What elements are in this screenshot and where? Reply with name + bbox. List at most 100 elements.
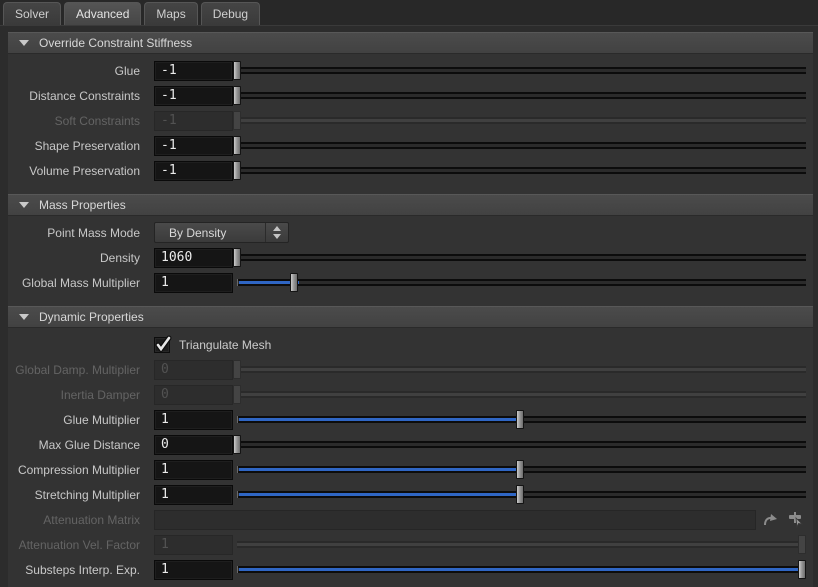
collapse-triangle-icon[interactable] xyxy=(19,314,29,320)
slider[interactable] xyxy=(233,457,806,482)
slider[interactable] xyxy=(233,245,806,270)
checkmark-icon xyxy=(155,335,172,353)
value-field[interactable]: 1 xyxy=(154,409,233,430)
field-value: 1 xyxy=(161,275,169,290)
field-value: -1 xyxy=(161,138,177,153)
slider-track xyxy=(237,142,806,149)
up-down-arrows-icon[interactable] xyxy=(265,223,288,242)
param-row-substeps-interp-exp: Substeps Interp. Exp. 1 xyxy=(8,557,813,582)
param-row-stretching-multiplier: Stretching Multiplier 1 xyxy=(8,482,813,507)
slider-track xyxy=(237,541,806,548)
param-label: Max Glue Distance xyxy=(38,437,140,452)
slider-handle[interactable] xyxy=(233,435,241,454)
collapse-triangle-icon[interactable] xyxy=(19,40,29,46)
value-field[interactable]: 1 xyxy=(154,559,233,580)
slider xyxy=(233,357,806,382)
param-label: Distance Constraints xyxy=(29,88,140,103)
value-field[interactable]: -1 xyxy=(154,60,233,81)
param-row-density: Density 1060 xyxy=(8,245,813,270)
triangulate-mesh-checkbox[interactable] xyxy=(154,335,172,353)
section-header-override-constraint-stiffness[interactable]: Override Constraint Stiffness xyxy=(8,32,813,54)
value-field: -1 xyxy=(154,110,233,131)
section-header-dynamic-properties[interactable]: Dynamic Properties xyxy=(8,306,813,328)
param-row-glue: Glue -1 xyxy=(8,58,813,83)
slider-handle[interactable] xyxy=(289,273,298,292)
slider[interactable] xyxy=(233,557,806,582)
arrow-down-icon xyxy=(273,234,281,239)
slider-track xyxy=(237,167,806,174)
collapse-triangle-icon[interactable] xyxy=(19,202,29,208)
slider xyxy=(233,108,806,133)
value-field[interactable]: 0 xyxy=(154,434,233,455)
slider-track xyxy=(237,92,806,99)
path-field-buttons xyxy=(762,511,805,528)
slider xyxy=(233,382,806,407)
slider-handle[interactable] xyxy=(233,61,241,80)
section-body: Glue -1 Distance Constraints -1 Soft Con… xyxy=(8,54,813,188)
point-mass-mode-dropdown[interactable]: By Density xyxy=(154,222,289,243)
slider-track xyxy=(237,366,806,373)
value-field[interactable]: 1 xyxy=(154,484,233,505)
param-label: Inertia Damper xyxy=(60,387,140,402)
field-value: -1 xyxy=(161,163,177,178)
slider-handle xyxy=(233,111,241,130)
section-body: Triangulate Mesh Global Damp. Multiplier… xyxy=(8,328,813,587)
param-label: Attenuation Vel. Factor xyxy=(18,537,140,552)
slider[interactable] xyxy=(233,407,806,432)
param-label: Stretching Multiplier xyxy=(34,487,140,502)
slider[interactable] xyxy=(233,270,806,295)
slider-track xyxy=(237,441,806,448)
slider-track xyxy=(237,391,806,398)
field-value: 0 xyxy=(161,387,169,402)
field-value: 0 xyxy=(161,362,169,377)
tab-debug[interactable]: Debug xyxy=(200,2,261,25)
slider[interactable] xyxy=(233,482,806,507)
field-value: 0 xyxy=(161,437,169,452)
slider-handle xyxy=(233,360,241,379)
slider-handle xyxy=(798,535,806,554)
param-row-distance-constraints: Distance Constraints -1 xyxy=(8,83,813,108)
value-field[interactable]: -1 xyxy=(154,160,233,181)
section-title: Override Constraint Stiffness xyxy=(39,36,193,50)
value-field[interactable]: 1 xyxy=(154,272,233,293)
slider[interactable] xyxy=(233,432,806,457)
param-row-triangulate-mesh: Triangulate Mesh xyxy=(8,332,813,357)
value-field: 0 xyxy=(154,359,233,380)
slider-handle[interactable] xyxy=(515,460,524,479)
slider-handle[interactable] xyxy=(233,248,241,267)
tab-advanced[interactable]: Advanced xyxy=(64,2,142,25)
section-title: Dynamic Properties xyxy=(39,310,144,324)
slider[interactable] xyxy=(233,58,806,83)
param-row-global-damp-multiplier: Global Damp. Multiplier 0 xyxy=(8,357,813,382)
tab-maps[interactable]: Maps xyxy=(144,2,198,25)
param-row-point-mass-mode: Point Mass Mode By Density xyxy=(8,220,813,245)
param-row-soft-constraints: Soft Constraints -1 xyxy=(8,108,813,133)
slider-handle[interactable] xyxy=(233,86,241,105)
value-field[interactable]: 1060 xyxy=(154,247,233,268)
param-label: Point Mass Mode xyxy=(47,225,140,240)
param-row-max-glue-distance: Max Glue Distance 0 xyxy=(8,432,813,457)
tab-bar: Solver Advanced Maps Debug xyxy=(0,0,818,26)
parameter-pane-content: Override Constraint Stiffness Glue -1 Di… xyxy=(8,32,813,587)
select-node-icon[interactable] xyxy=(787,511,805,528)
section-header-mass-properties[interactable]: Mass Properties xyxy=(8,194,813,216)
slider[interactable] xyxy=(233,83,806,108)
value-field[interactable]: -1 xyxy=(154,135,233,156)
slider-track xyxy=(237,279,806,286)
slider[interactable] xyxy=(233,133,806,158)
slider-handle[interactable] xyxy=(515,410,524,429)
slider-handle[interactable] xyxy=(233,161,241,180)
value-field[interactable]: 1 xyxy=(154,459,233,480)
slider-handle[interactable] xyxy=(515,485,524,504)
param-row-glue-multiplier: Glue Multiplier 1 xyxy=(8,407,813,432)
param-label: Glue xyxy=(114,63,140,78)
slider-track xyxy=(237,254,806,261)
value-field[interactable]: -1 xyxy=(154,85,233,106)
value-field: 0 xyxy=(154,384,233,405)
jump-arrow-icon[interactable] xyxy=(762,512,780,528)
tab-solver[interactable]: Solver xyxy=(3,2,62,25)
slider xyxy=(233,532,806,557)
slider[interactable] xyxy=(233,158,806,183)
slider-handle[interactable] xyxy=(233,136,241,155)
slider-handle[interactable] xyxy=(798,560,806,579)
